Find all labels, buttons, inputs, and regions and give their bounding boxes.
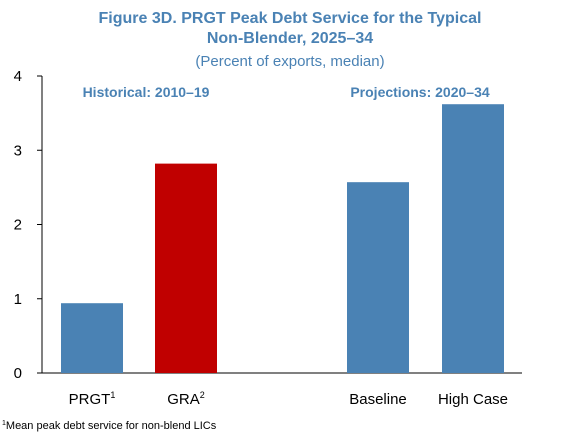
y-tick-label: 1 <box>14 291 22 308</box>
y-tick-label: 4 <box>14 68 22 85</box>
chart-title-line-2: Non-Blender, 2025–34 <box>206 30 374 47</box>
bar-baseline <box>347 182 409 373</box>
x-tick-label: High Case <box>438 391 508 408</box>
bar-high-case <box>442 104 504 373</box>
y-tick-label: 0 <box>14 365 22 382</box>
bar-prgt <box>61 303 123 373</box>
y-tick-label: 3 <box>14 142 22 159</box>
bar-gra <box>155 163 217 373</box>
footnote: 1Mean peak debt service for non-blend LI… <box>2 417 216 433</box>
chart-title-line-1: Figure 3D. PRGT Peak Debt Service for th… <box>98 10 482 27</box>
group-label: Historical: 2010–19 <box>83 84 210 100</box>
chart-title: Figure 3D. PRGT Peak Debt Service for th… <box>80 9 500 49</box>
group-label: Projections: 2020–34 <box>350 84 490 100</box>
footnote-text: Mean peak debt service for non-blend LIC… <box>5 420 217 432</box>
footnote-marker: 1 <box>2 420 6 427</box>
chart-subtitle: (Percent of exports, median) <box>195 53 385 70</box>
y-tick-label: 2 <box>14 217 22 234</box>
x-tick-label: Baseline <box>349 391 407 408</box>
x-tick-label: GRA2 <box>167 390 205 408</box>
x-tick-label: PRGT1 <box>69 390 116 408</box>
